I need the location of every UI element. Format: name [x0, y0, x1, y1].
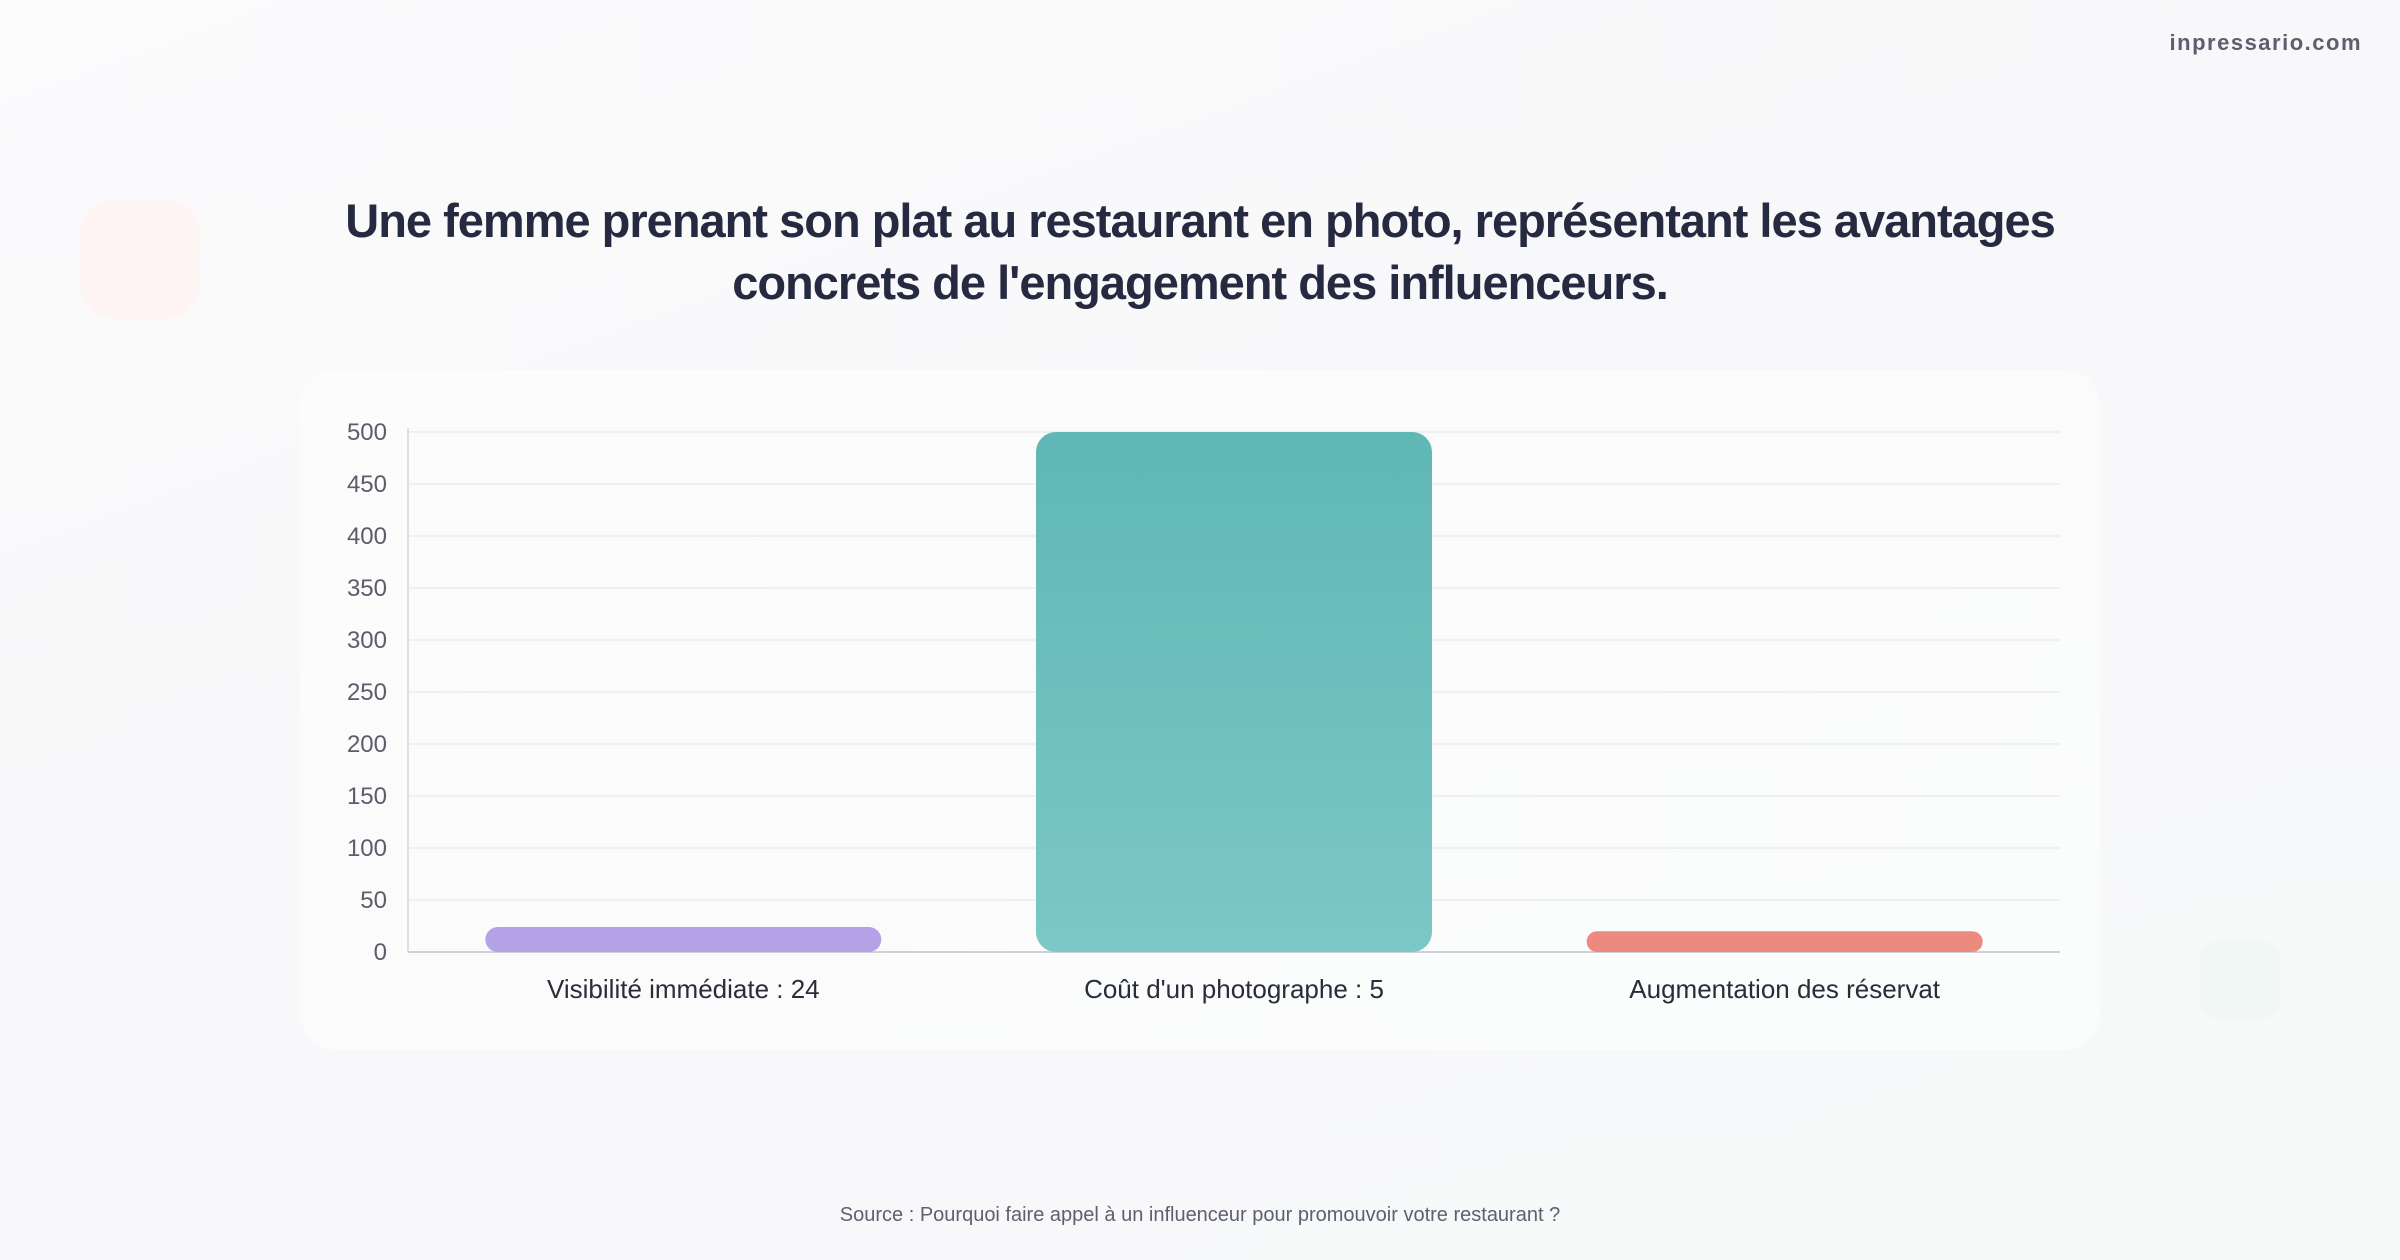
x-tick-label: Visibilité immédiate : 24 — [547, 974, 820, 1004]
y-tick-label: 300 — [347, 627, 387, 654]
x-axis-labels: Visibilité immédiate : 24 Coût d'un photo… — [547, 974, 1941, 1004]
bars — [485, 432, 1983, 952]
bar — [1586, 931, 1983, 952]
y-tick-label: 350 — [347, 575, 387, 602]
y-tick-label: 500 — [347, 419, 387, 446]
y-tick-label: 150 — [347, 783, 387, 810]
y-tick-label: 0 — [374, 939, 387, 966]
bar — [485, 927, 882, 952]
brand-name: inpressario.com — [2169, 30, 2362, 55]
y-tick-label: 400 — [347, 523, 387, 550]
chart-title: Une femme prenant son plat au restaurant… — [345, 194, 2055, 309]
y-axis-ticks: 0 50 100 150 200 250 300 350 400 450 500 — [347, 419, 387, 966]
y-tick-label: 200 — [347, 731, 387, 758]
bar — [1036, 432, 1432, 952]
x-tick-label: Augmentation des réservat — [1629, 974, 1941, 1004]
source-note: Source : Pourquoi faire appel à un influ… — [839, 1204, 1561, 1226]
y-tick-label: 50 — [360, 887, 387, 914]
y-tick-label: 250 — [347, 679, 387, 706]
x-tick-label: Coût d'un photographe : 5 — [1084, 974, 1384, 1004]
decorative-shape-left — [80, 199, 200, 319]
y-tick-label: 100 — [347, 835, 387, 862]
y-tick-label: 450 — [347, 471, 387, 498]
decorative-shape-right — [2200, 940, 2280, 1020]
